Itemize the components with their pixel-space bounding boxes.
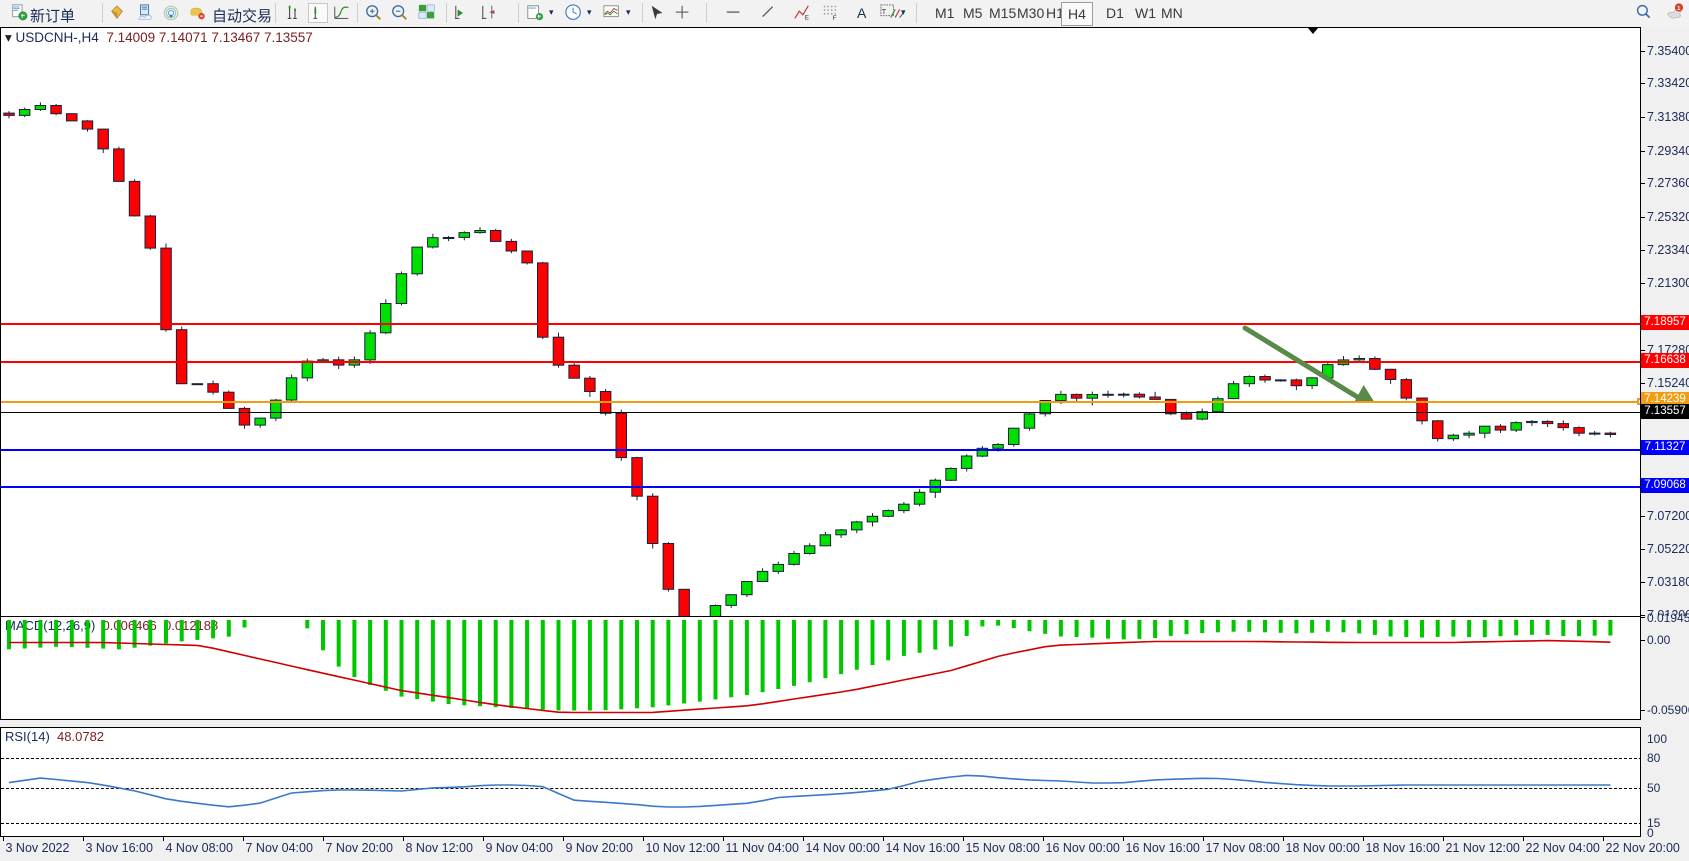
svg-text:T: T [882,7,887,16]
svg-text:F: F [833,15,837,22]
svg-text:E: E [805,14,809,21]
